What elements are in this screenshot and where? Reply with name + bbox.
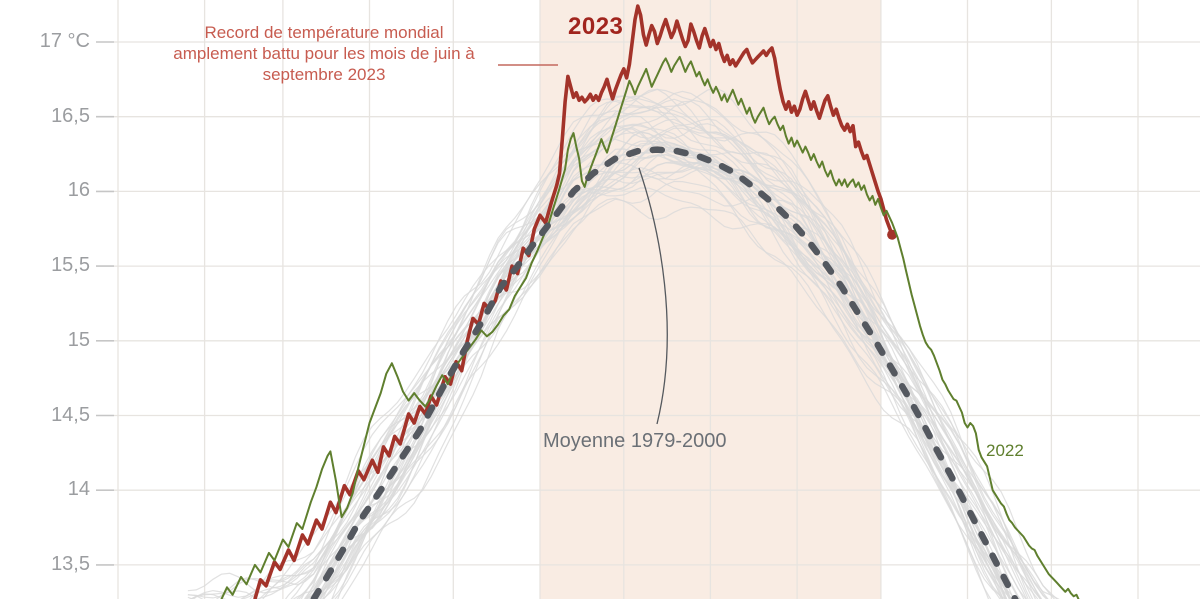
background-year-line (192, 95, 1049, 599)
background-year-line (262, 100, 1042, 599)
background-year-line (334, 180, 992, 599)
series-label-2022: 2022 (986, 441, 1024, 460)
y-axis-label: 17 °C (39, 30, 90, 52)
moyenne-leader-curve (638, 167, 668, 425)
y-axis-label: 13,5 (51, 552, 90, 575)
background-year-line (189, 95, 1049, 599)
y-axis-label: 14,5 (51, 403, 90, 426)
background-year-line (309, 124, 1028, 599)
series-label-moyenne: Moyenne 1979-2000 (543, 430, 727, 452)
background-year-line (317, 150, 1012, 599)
y-axis-label: 16,5 (51, 104, 90, 127)
background-year-line (189, 105, 1031, 599)
background-year-line (296, 128, 1022, 599)
background-year-line (331, 161, 1007, 599)
series-line-2022 (220, 55, 1080, 599)
series-label-2023: 2023 (568, 13, 624, 40)
series-line-moyenne-1979-2000 (309, 146, 1019, 599)
y-axis-label: 15 (67, 328, 90, 351)
background-year-line (323, 141, 1015, 599)
y-axis-label: 16 (67, 179, 90, 202)
y-axis-label: 14 (67, 478, 90, 501)
y-axis-label: 15,5 (51, 254, 90, 277)
background-year-line (319, 154, 1004, 599)
record-annotation-text: Record de température mondial amplement … (173, 23, 475, 84)
